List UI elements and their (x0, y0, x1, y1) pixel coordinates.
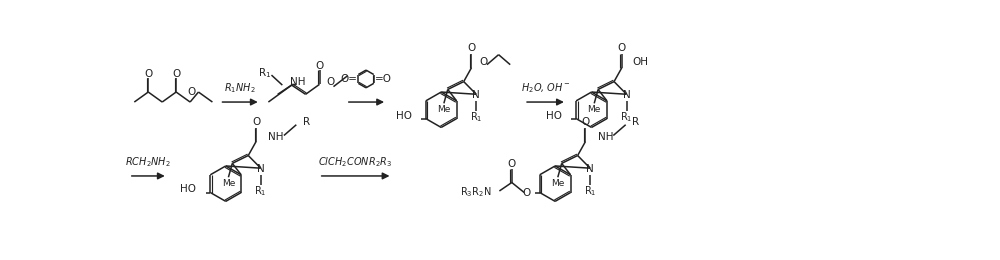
Text: ClCH$_2$CONR$_2$R$_3$: ClCH$_2$CONR$_2$R$_3$ (318, 155, 393, 169)
Text: R$_3$R$_2$N: R$_3$R$_2$N (460, 186, 492, 199)
Text: R: R (303, 117, 310, 127)
Text: OH: OH (633, 57, 649, 67)
Text: RCH$_2$NH$_2$: RCH$_2$NH$_2$ (125, 155, 171, 169)
Text: R: R (632, 117, 639, 127)
Text: Me: Me (551, 179, 564, 188)
Text: H$_2$O, OH$^-$: H$_2$O, OH$^-$ (521, 81, 570, 95)
Text: R$_1$: R$_1$ (258, 66, 271, 80)
Text: Me: Me (588, 105, 601, 114)
Text: R$_1$: R$_1$ (470, 110, 482, 124)
Text: R$_1$: R$_1$ (254, 184, 267, 198)
Text: O: O (188, 87, 196, 97)
Text: N: N (472, 90, 480, 100)
Text: HO: HO (180, 184, 196, 194)
Text: NH: NH (598, 132, 613, 142)
Text: O=: O= (340, 74, 357, 84)
Text: O: O (172, 69, 180, 79)
Text: =O: =O (375, 74, 392, 84)
Text: N: N (586, 164, 594, 174)
Text: O: O (326, 77, 334, 87)
Text: O: O (618, 43, 626, 54)
Text: R$_1$NH$_2$: R$_1$NH$_2$ (224, 81, 256, 95)
Text: O: O (508, 159, 516, 169)
Text: O: O (522, 187, 530, 198)
Text: O: O (144, 69, 152, 79)
Text: Me: Me (222, 179, 235, 188)
Text: HO: HO (546, 110, 562, 121)
Text: O: O (252, 118, 260, 127)
Text: O: O (479, 57, 487, 67)
Text: N: N (257, 164, 265, 174)
Text: HO: HO (396, 110, 412, 121)
Text: O: O (581, 118, 590, 127)
Text: NH: NH (268, 132, 284, 142)
Text: O: O (467, 43, 476, 54)
Text: O: O (315, 61, 324, 71)
Text: Me: Me (437, 105, 451, 114)
Text: R$_1$: R$_1$ (620, 110, 633, 124)
Text: N: N (623, 90, 630, 100)
Text: NH: NH (290, 77, 306, 87)
Text: R$_1$: R$_1$ (584, 184, 596, 198)
